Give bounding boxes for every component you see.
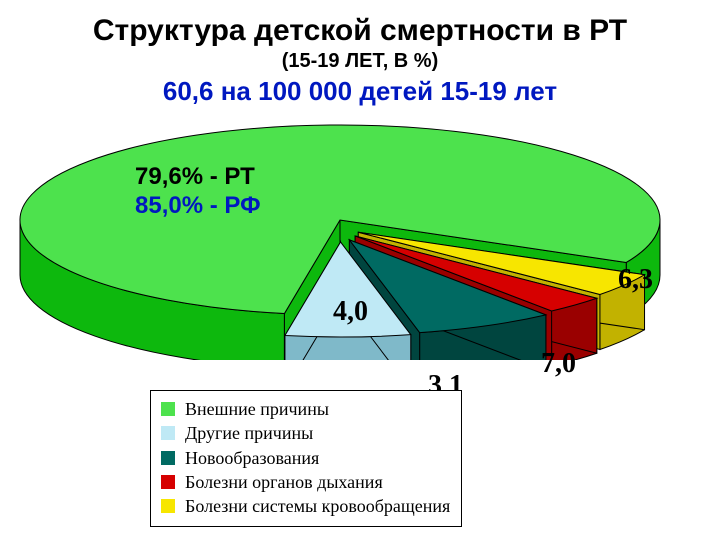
callout-rf: 85,0% - РФ: [135, 192, 261, 220]
legend-swatch: [161, 451, 175, 465]
slice-label-4-0: 4,0: [333, 296, 368, 328]
slice-label-7-0: 7,0: [541, 348, 576, 380]
legend-label: Внешние причины: [185, 397, 329, 421]
legend-item: Болезни органов дыхания: [161, 470, 451, 494]
legend-label: Болезни системы кровообращения: [185, 494, 450, 518]
legend-swatch: [161, 475, 175, 489]
callout-rt: 79,6% - РТ: [135, 163, 255, 191]
legend-item: Болезни системы кровообращения: [161, 494, 451, 518]
legend-label: Болезни органов дыхания: [185, 470, 383, 494]
slice-label-6-3: 6,3: [618, 264, 653, 296]
legend-swatch: [161, 499, 175, 513]
legend-item: Внешние причины: [161, 397, 451, 421]
legend-swatch: [161, 426, 175, 440]
legend-swatch: [161, 402, 175, 416]
page-title: Структура детской смертности в РТ: [0, 14, 720, 48]
legend-label: Новообразования: [185, 446, 319, 470]
legend: Внешние причины Другие причины Новообраз…: [150, 390, 462, 527]
legend-item: Новообразования: [161, 446, 451, 470]
legend-item: Другие причины: [161, 421, 451, 445]
legend-label: Другие причины: [185, 421, 313, 445]
page-subtitle: (15-19 ЛЕТ, В %): [0, 50, 720, 73]
